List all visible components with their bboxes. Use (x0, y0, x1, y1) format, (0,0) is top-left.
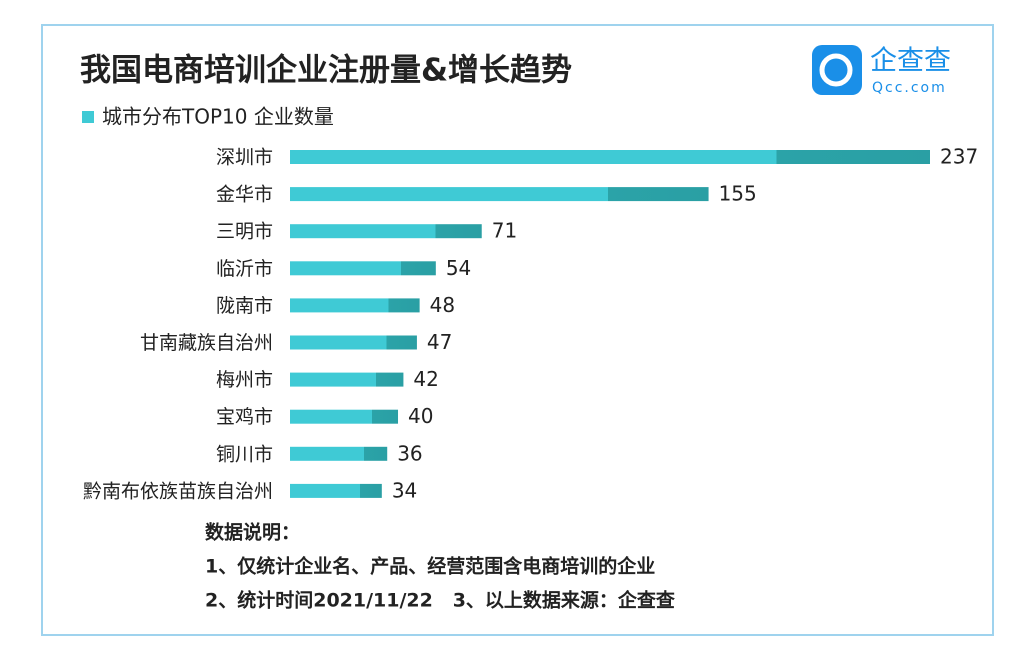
bar (290, 187, 709, 202)
bar (290, 298, 420, 313)
legend-swatch (82, 111, 94, 123)
bar (290, 446, 388, 461)
value-label: 155 (719, 182, 757, 206)
category-label: 深圳市 (216, 147, 273, 169)
value-label: 42 (413, 367, 438, 391)
note: 1、仅统计企业名、产品、经营范围含电商培训的企业 (205, 555, 655, 578)
bar (290, 409, 399, 424)
bar (290, 261, 436, 276)
value-label: 36 (397, 441, 422, 465)
category-label: 三明市 (216, 221, 273, 243)
category-label: 陇南市 (216, 295, 273, 317)
value-label: 47 (427, 330, 452, 354)
category-label: 宝鸡市 (216, 406, 273, 428)
logo-site: Qcc.com (872, 80, 947, 96)
chart-title: 我国电商培训企业注册量&增长趋势 (80, 53, 572, 89)
category-label: 临沂市 (216, 258, 273, 280)
value-label: 71 (492, 219, 517, 243)
logo-name: 企查查 (870, 46, 951, 77)
value-label: 40 (408, 404, 433, 428)
category-label: 黔南布依族苗族自治州 (83, 480, 273, 502)
value-label: 48 (430, 293, 455, 317)
bar (290, 335, 417, 350)
value-label: 34 (392, 478, 417, 502)
category-label: 梅州市 (216, 369, 273, 391)
bar (290, 224, 482, 239)
value-label: 237 (940, 145, 978, 169)
legend-label: 城市分布TOP10 企业数量 (102, 105, 334, 129)
note: 2、统计时间2021/11/22 3、以上数据来源：企查查 (205, 589, 676, 612)
category-label: 甘南藏族自治州 (140, 332, 273, 354)
value-label: 54 (446, 256, 471, 280)
logo-icon (812, 45, 862, 95)
note: 数据说明： (205, 521, 300, 544)
bar (290, 372, 404, 387)
category-label: 铜川市 (216, 443, 273, 465)
logo-icon-ring (819, 53, 853, 87)
category-label: 金华市 (216, 184, 273, 206)
bar (290, 150, 930, 164)
bar (290, 483, 382, 498)
frame (41, 24, 994, 636)
